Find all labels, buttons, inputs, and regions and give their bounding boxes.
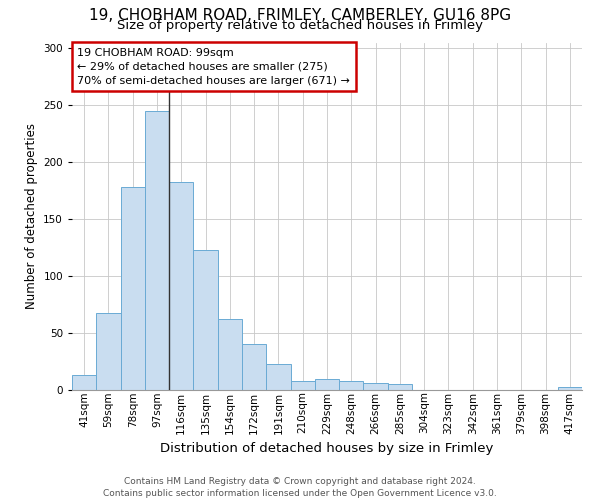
Bar <box>364 383 388 390</box>
Bar <box>145 111 169 390</box>
Bar <box>315 378 339 390</box>
X-axis label: Distribution of detached houses by size in Frimley: Distribution of detached houses by size … <box>160 442 494 455</box>
Bar <box>96 312 121 390</box>
Bar <box>218 320 242 390</box>
Bar <box>266 364 290 390</box>
Bar <box>169 182 193 390</box>
Bar <box>242 344 266 390</box>
Bar <box>388 384 412 390</box>
Text: 19, CHOBHAM ROAD, FRIMLEY, CAMBERLEY, GU16 8PG: 19, CHOBHAM ROAD, FRIMLEY, CAMBERLEY, GU… <box>89 8 511 22</box>
Bar <box>72 375 96 390</box>
Bar <box>290 381 315 390</box>
Y-axis label: Number of detached properties: Number of detached properties <box>25 123 38 309</box>
Bar <box>558 386 582 390</box>
Bar <box>121 187 145 390</box>
Text: Size of property relative to detached houses in Frimley: Size of property relative to detached ho… <box>117 18 483 32</box>
Text: Contains HM Land Registry data © Crown copyright and database right 2024.
Contai: Contains HM Land Registry data © Crown c… <box>103 476 497 498</box>
Text: 19 CHOBHAM ROAD: 99sqm
← 29% of detached houses are smaller (275)
70% of semi-de: 19 CHOBHAM ROAD: 99sqm ← 29% of detached… <box>77 48 350 86</box>
Bar <box>193 250 218 390</box>
Bar <box>339 381 364 390</box>
